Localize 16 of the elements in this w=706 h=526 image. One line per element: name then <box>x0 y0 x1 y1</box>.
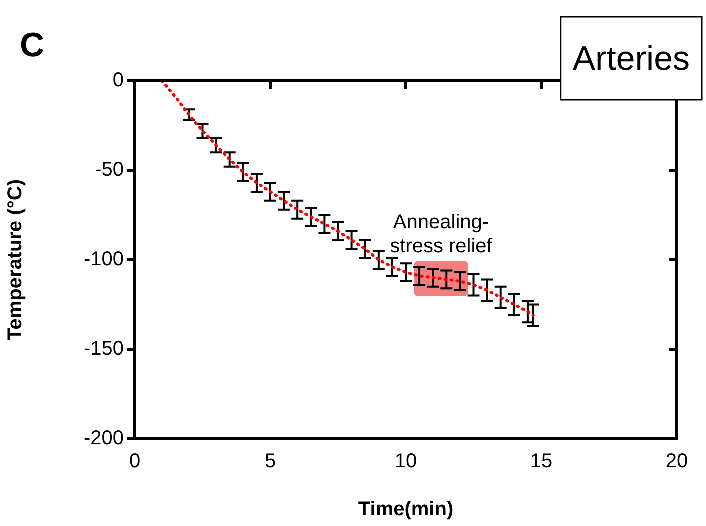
band-label: Annealing-stress relief <box>390 212 493 258</box>
chart-title: Arteries <box>572 40 690 78</box>
y-tick-label: -50 <box>95 159 124 182</box>
x-tick-label: 10 <box>394 450 418 473</box>
x-tick-label: 15 <box>530 450 553 473</box>
x-axis-title: Time(min) <box>358 498 454 521</box>
x-tick-label: 0 <box>129 450 141 473</box>
y-tick-label: 0 <box>112 70 124 92</box>
y-tick-label: -200 <box>84 428 124 450</box>
x-tick-label: 5 <box>264 450 276 473</box>
x-tick-label: 20 <box>666 450 688 473</box>
y-tick-label: -100 <box>84 248 124 271</box>
y-tick-label: -150 <box>84 338 124 360</box>
line-series <box>160 81 535 317</box>
y-axis-title: Temperature (°C) <box>4 180 27 340</box>
text: C <box>20 26 45 64</box>
